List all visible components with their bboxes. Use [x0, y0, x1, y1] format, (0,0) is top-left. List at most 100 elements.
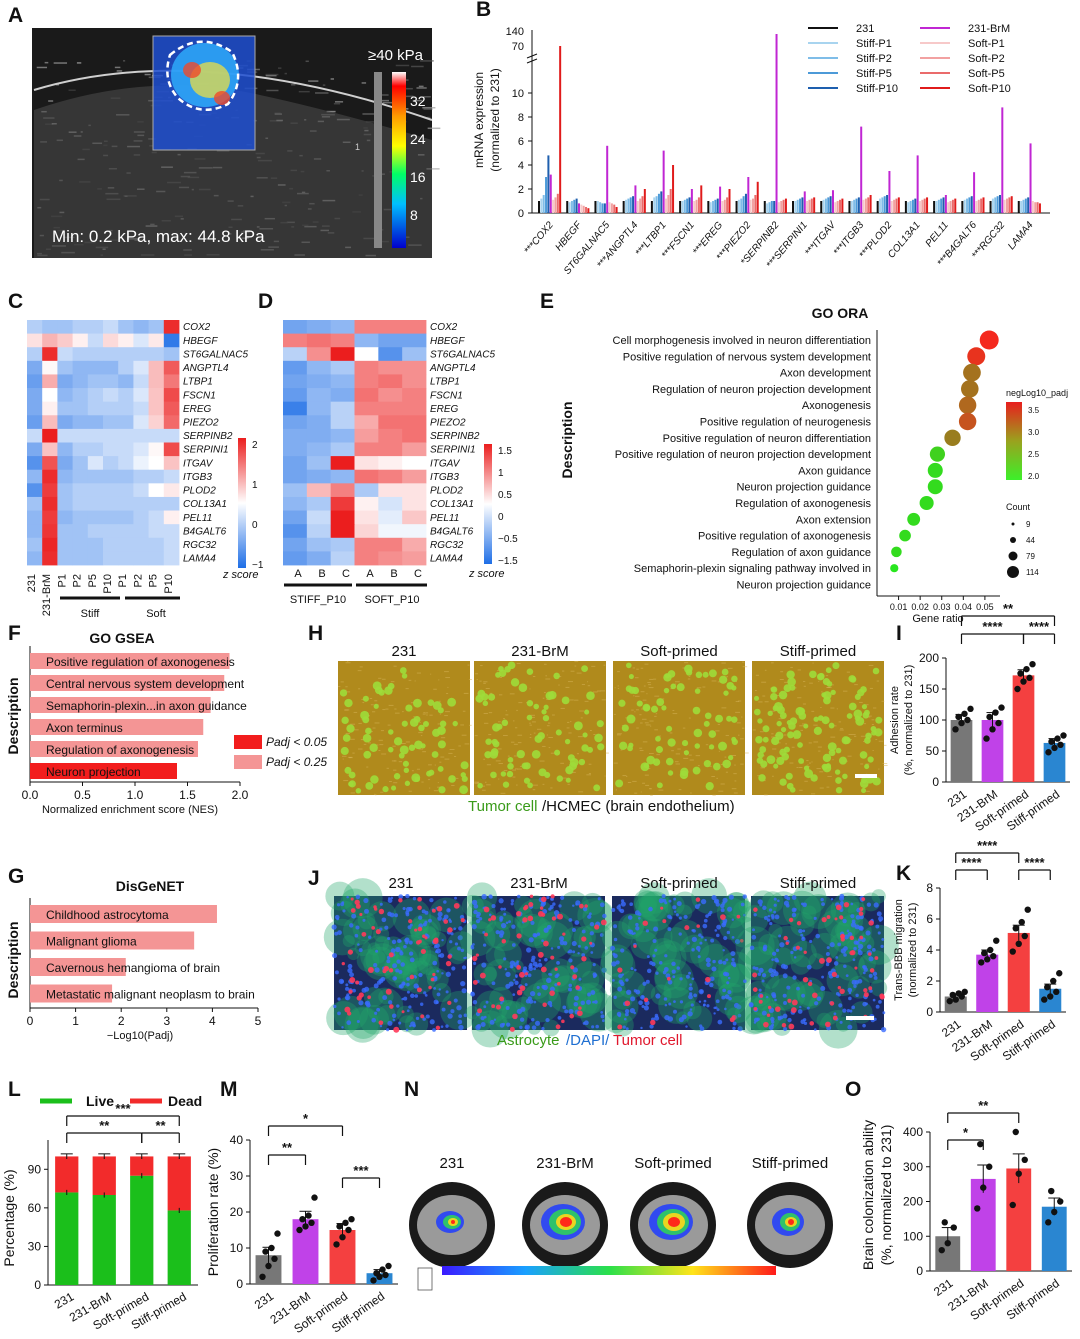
micrograph-j-3-dapi [687, 1011, 693, 1017]
column-title: 231-BrM [510, 875, 568, 892]
micrograph-h-4-cell [779, 712, 787, 720]
heatmap-c-cell [57, 496, 73, 511]
micrograph-h-4-cell [756, 757, 764, 764]
heatmap-d-cell [378, 537, 403, 552]
heatmap-c-cell [42, 360, 58, 375]
bar-Stiff-P1-***RGC32 [991, 198, 994, 213]
micrograph-j-2 [459, 882, 619, 1048]
micrograph-h-1-cell [348, 780, 356, 788]
micrograph-h-2-cell [492, 740, 500, 748]
micrograph-j-1-dapi [424, 933, 428, 937]
micrograph-j-1-dapi [378, 978, 384, 984]
micrograph-h-4-cell [863, 709, 870, 716]
heatmap-d-cell [330, 388, 355, 403]
term-label: Regulation of axon guidance [732, 547, 871, 559]
data-point [1021, 932, 1028, 940]
micrograph-j-1-dapi [441, 972, 444, 975]
micrograph-h-2-texture [510, 741, 515, 743]
micrograph-j-4-dapi [850, 914, 855, 919]
colorbar-tick: −0.5 [498, 534, 518, 545]
micrograph-j-2-dapi [553, 910, 560, 916]
bar-Soft-P1-***LTBP1 [665, 198, 667, 213]
term-label: Axon terminus [46, 721, 123, 735]
micrograph-h-4-cell [754, 695, 760, 701]
data-point [1015, 940, 1022, 947]
heatmap-d-cell [283, 374, 308, 389]
x-tick-label: PEL11 [924, 220, 951, 250]
micrograph-j-4-dapi [850, 902, 854, 906]
micrograph-h-3-texture [620, 749, 623, 751]
micrograph-j-4-tumor-cell [874, 956, 879, 960]
micrograph-j-1-tumor-cell [435, 1025, 441, 1031]
micrograph-h-3-texture [734, 764, 736, 766]
data-point [1017, 670, 1024, 677]
heatmap-c-cell [163, 401, 180, 416]
micrograph-h-4-texture [803, 685, 806, 687]
micrograph-h-3-texture [682, 667, 686, 669]
heatmap-c-cell [133, 483, 149, 498]
micrograph-h-1-texture [405, 741, 410, 743]
x-tick-label: 5 [255, 1014, 262, 1028]
heatmap-d-cell [306, 469, 332, 484]
legend-label: Padj < 0.05 [266, 735, 327, 749]
micrograph-j-1-tumor-cell [388, 968, 394, 973]
micrograph-j-4-astrocyte [818, 1009, 858, 1049]
chart-title: DisGeNET [116, 878, 185, 894]
axis-break [526, 53, 538, 59]
panel-label-N: N [404, 1078, 419, 1101]
bar-Malignant glioma [30, 931, 195, 950]
micrograph-h-4-cell [875, 716, 883, 724]
bar-231-BrM-***LTBP1 [662, 150, 665, 213]
heatmap-c-cell [87, 320, 104, 335]
micrograph-h-4-texture [783, 734, 787, 736]
heatmap-d-cell [402, 469, 427, 484]
heatmap-c-cell [57, 360, 73, 375]
bar-Stiff-P10-***EREG [716, 198, 719, 213]
micrograph-j-4-dapi [774, 914, 780, 920]
term-label: Positive regulation of neuron projection… [615, 449, 871, 461]
heatmap-c-cell [133, 347, 149, 362]
micrograph-h-3-cell [650, 705, 659, 713]
tissue-speckle [116, 70, 123, 72]
micrograph-j-2-tumor-cell [579, 903, 584, 909]
heatmap-d-cell [330, 374, 355, 389]
heatmap-d-cell [283, 360, 308, 375]
micrograph-j-4-tumor-cell [759, 994, 764, 998]
micrograph-j-4-dapi [771, 951, 777, 956]
bar-Stiff-P10-***LTBP1 [660, 191, 663, 213]
micrograph-h-2-cell [523, 762, 531, 770]
gene-label: HBEGF [183, 336, 218, 347]
bar-Stiff-P5-***EREG [714, 199, 717, 213]
micrograph-j-3-dapi [662, 970, 667, 975]
micrograph-h-4-cell [775, 731, 784, 740]
micrograph-j-4-astrocyte [738, 941, 778, 981]
heatmap-d-cell [330, 320, 355, 335]
micrograph-j-1-dapi [433, 987, 436, 990]
micrograph-j-2-astrocyte [493, 910, 514, 930]
micrograph-h-1-texture [352, 752, 355, 754]
bar-dead-Stiff-primed [167, 1156, 191, 1211]
legend-label: Soft-P10 [968, 83, 1011, 95]
micrograph-j-4-tumor-cell [758, 999, 763, 1004]
y-axis-label: Description [5, 677, 21, 754]
bar-231-BrM-***ANGPTL4 [634, 185, 637, 213]
micrograph-j-1-tumor-cell [401, 1010, 405, 1014]
gene-label: FSCN1 [183, 390, 216, 401]
micrograph-h-2-texture [542, 783, 545, 785]
micrograph-j-3-dapi [742, 894, 747, 899]
micrograph-h-3-cell [670, 683, 677, 690]
heatmap-c-cell [42, 496, 58, 511]
micrograph-h-4-texture [882, 763, 888, 765]
micrograph-h-4-texture [807, 764, 809, 766]
micrograph-h-2-texture [566, 727, 570, 729]
micrograph-h-3-texture [712, 794, 716, 796]
micrograph-h-4-texture [760, 767, 766, 769]
legend-label: Live [86, 1093, 114, 1109]
micrograph-j-4-dapi [782, 1013, 788, 1019]
micrograph-h-1 [338, 661, 472, 796]
colorbar-tick: 2.0 [1028, 472, 1040, 481]
chart-title: GO GSEA [89, 630, 154, 646]
micrograph-h-3-texture [640, 722, 643, 724]
micrograph-j-3-dapi [611, 961, 617, 967]
micrograph-j-2-dapi [581, 929, 586, 934]
